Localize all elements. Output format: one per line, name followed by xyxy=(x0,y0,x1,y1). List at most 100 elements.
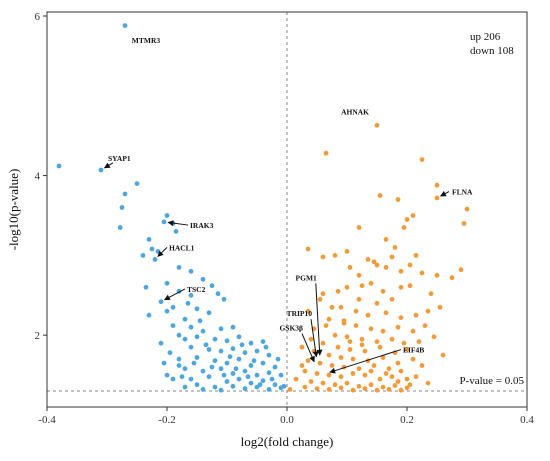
data-point xyxy=(326,352,332,358)
data-point xyxy=(248,340,254,346)
data-point xyxy=(140,253,146,258)
data-point xyxy=(173,229,179,234)
data-point xyxy=(224,338,230,344)
data-point xyxy=(362,372,368,378)
data-point xyxy=(248,380,254,386)
data-point xyxy=(200,328,206,334)
data-point xyxy=(212,358,218,364)
annotation-arrow xyxy=(163,288,186,301)
data-point xyxy=(242,350,248,356)
data-point xyxy=(356,272,362,278)
data-point xyxy=(206,347,212,352)
data-point xyxy=(236,376,242,382)
data-point xyxy=(380,288,386,294)
data-point xyxy=(263,344,269,350)
data-point xyxy=(287,387,293,392)
data-point xyxy=(200,387,206,392)
x-tick-label: 0.4 xyxy=(520,414,534,426)
data-point xyxy=(245,374,251,380)
data-point xyxy=(209,283,215,289)
data-point xyxy=(383,237,389,242)
data-point xyxy=(356,225,362,230)
data-point xyxy=(98,167,104,173)
data-point xyxy=(308,336,314,342)
y-axis-label: -log10(p-value) xyxy=(6,169,21,251)
data-point xyxy=(356,366,362,372)
data-point xyxy=(419,157,425,163)
data-point xyxy=(359,336,365,342)
data-point xyxy=(320,380,326,386)
y-tick-label: 4 xyxy=(35,171,41,183)
data-point xyxy=(188,344,194,350)
data-point xyxy=(428,291,434,297)
data-point xyxy=(374,122,380,128)
x-axis-ticks: -0.4 -0.2 0.0 0.2 0.4 xyxy=(38,407,534,426)
data-point xyxy=(359,283,365,289)
data-point xyxy=(212,336,218,342)
data-point xyxy=(230,371,236,376)
data-point xyxy=(272,382,278,388)
data-point xyxy=(164,308,170,314)
data-point xyxy=(338,355,344,360)
data-point xyxy=(266,387,272,392)
data-point xyxy=(356,296,362,302)
data-point xyxy=(338,385,344,391)
data-point xyxy=(431,334,437,340)
data-point xyxy=(383,310,389,316)
data-point xyxy=(380,355,386,360)
data-point xyxy=(266,370,272,376)
data-point xyxy=(368,280,374,286)
data-point xyxy=(272,364,278,370)
data-point xyxy=(302,384,308,390)
data-point xyxy=(299,363,305,368)
gene-label: HACL1 xyxy=(169,243,195,252)
data-point xyxy=(218,348,224,354)
data-point xyxy=(395,197,401,202)
data-point xyxy=(212,384,218,390)
down-count-label: down 108 xyxy=(470,45,514,57)
data-point xyxy=(344,380,350,386)
x-axis-label: log2(fold change) xyxy=(241,434,334,449)
data-point xyxy=(170,304,176,310)
gene-label: MTMR3 xyxy=(132,36,161,45)
data-point xyxy=(182,316,188,322)
data-point xyxy=(398,284,404,290)
annotation-arrow xyxy=(310,319,319,358)
data-point xyxy=(407,382,413,388)
up-count-label: up 206 xyxy=(470,31,501,43)
data-point xyxy=(401,225,407,230)
data-point xyxy=(401,340,407,346)
data-point xyxy=(194,355,200,360)
data-point xyxy=(404,376,410,382)
data-point xyxy=(344,284,350,290)
data-point xyxy=(416,339,422,344)
data-point xyxy=(230,346,236,352)
data-point xyxy=(305,358,311,364)
gene-label: PGM1 xyxy=(296,273,317,282)
data-point xyxy=(398,315,404,320)
data-point xyxy=(317,296,323,302)
data-point xyxy=(188,292,194,298)
data-point xyxy=(350,356,356,362)
data-point xyxy=(359,342,365,348)
data-point xyxy=(164,213,170,218)
data-point xyxy=(188,376,194,382)
data-point xyxy=(335,288,341,294)
data-point xyxy=(395,360,401,366)
data-point xyxy=(161,219,167,225)
threshold-label: P-value = 0.05 xyxy=(459,375,524,387)
data-point xyxy=(146,312,152,318)
x-tick-label: -0.4 xyxy=(38,414,56,426)
data-point xyxy=(269,376,275,382)
gene-label: IRAK3 xyxy=(190,221,214,230)
data-point xyxy=(374,300,380,306)
data-point xyxy=(224,379,230,384)
data-point xyxy=(251,358,257,364)
data-point xyxy=(254,372,260,378)
data-point xyxy=(230,383,236,389)
data-point xyxy=(377,193,383,198)
data-point xyxy=(410,213,416,218)
data-point xyxy=(242,368,248,374)
data-point xyxy=(155,249,161,254)
data-point xyxy=(368,382,374,388)
